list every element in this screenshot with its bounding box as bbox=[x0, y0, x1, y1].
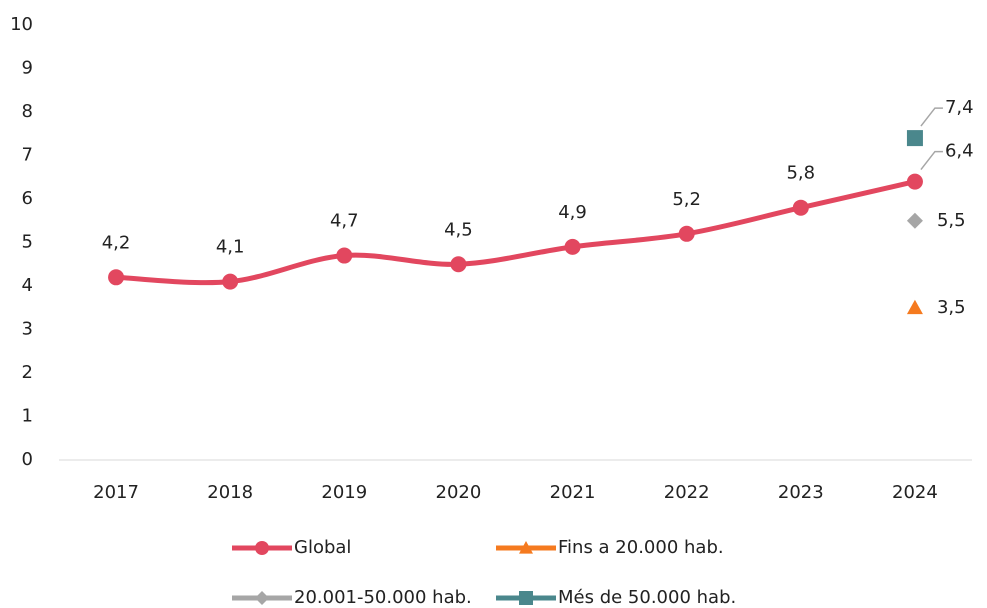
marker bbox=[336, 247, 353, 264]
marker bbox=[108, 269, 125, 286]
x-tick-label: 2020 bbox=[436, 482, 482, 503]
marker bbox=[906, 212, 923, 229]
data-label: 4,2 bbox=[102, 232, 131, 253]
y-tick-label: 4 bbox=[22, 275, 33, 296]
marker bbox=[678, 225, 695, 242]
x-tick-label: 2018 bbox=[207, 482, 253, 503]
x-tick-label: 2019 bbox=[321, 482, 367, 503]
x-tick-label: 2017 bbox=[93, 482, 139, 503]
y-tick-label: 6 bbox=[22, 188, 33, 209]
marker bbox=[519, 591, 533, 605]
data-label: 4,5 bbox=[444, 219, 473, 240]
data-label: 6,4 bbox=[945, 141, 974, 162]
data-label: 3,5 bbox=[937, 297, 966, 318]
marker bbox=[519, 541, 533, 554]
marker bbox=[255, 591, 269, 605]
marker bbox=[450, 256, 467, 273]
data-label: 4,7 bbox=[330, 211, 359, 232]
y-tick-label: 1 bbox=[22, 406, 33, 427]
x-tick-label: 2024 bbox=[892, 482, 938, 503]
legend-label: Més de 50.000 hab. bbox=[558, 587, 736, 608]
y-tick-label: 7 bbox=[22, 145, 33, 166]
marker bbox=[222, 273, 239, 290]
y-tick-label: 8 bbox=[22, 101, 33, 122]
y-tick-label: 0 bbox=[22, 449, 33, 470]
data-label: 5,8 bbox=[786, 163, 815, 184]
data-label: 5,2 bbox=[672, 189, 701, 210]
marker bbox=[564, 238, 581, 255]
data-label: 7,4 bbox=[945, 97, 974, 118]
marker bbox=[255, 541, 269, 555]
leader-line bbox=[920, 107, 943, 127]
data-label: 5,5 bbox=[937, 210, 966, 231]
legend-label: Fins a 20.000 hab. bbox=[558, 537, 724, 558]
leader-line bbox=[920, 150, 943, 171]
y-tick-label: 10 bbox=[10, 14, 33, 35]
marker bbox=[906, 130, 923, 147]
data-label: 4,1 bbox=[216, 237, 245, 258]
x-tick-label: 2023 bbox=[778, 482, 824, 503]
legend-label: 20.001-50.000 hab. bbox=[294, 587, 472, 608]
y-tick-label: 5 bbox=[22, 232, 33, 253]
y-tick-label: 2 bbox=[22, 362, 33, 383]
marker bbox=[906, 173, 923, 190]
x-tick-label: 2022 bbox=[664, 482, 710, 503]
y-tick-label: 9 bbox=[22, 58, 33, 79]
series-line bbox=[115, 179, 916, 286]
y-tick-label: 3 bbox=[22, 319, 33, 340]
data-label: 4,9 bbox=[558, 202, 587, 223]
marker bbox=[906, 299, 923, 315]
legend-label: Global bbox=[294, 537, 351, 558]
x-tick-label: 2021 bbox=[550, 482, 596, 503]
marker bbox=[792, 199, 809, 216]
